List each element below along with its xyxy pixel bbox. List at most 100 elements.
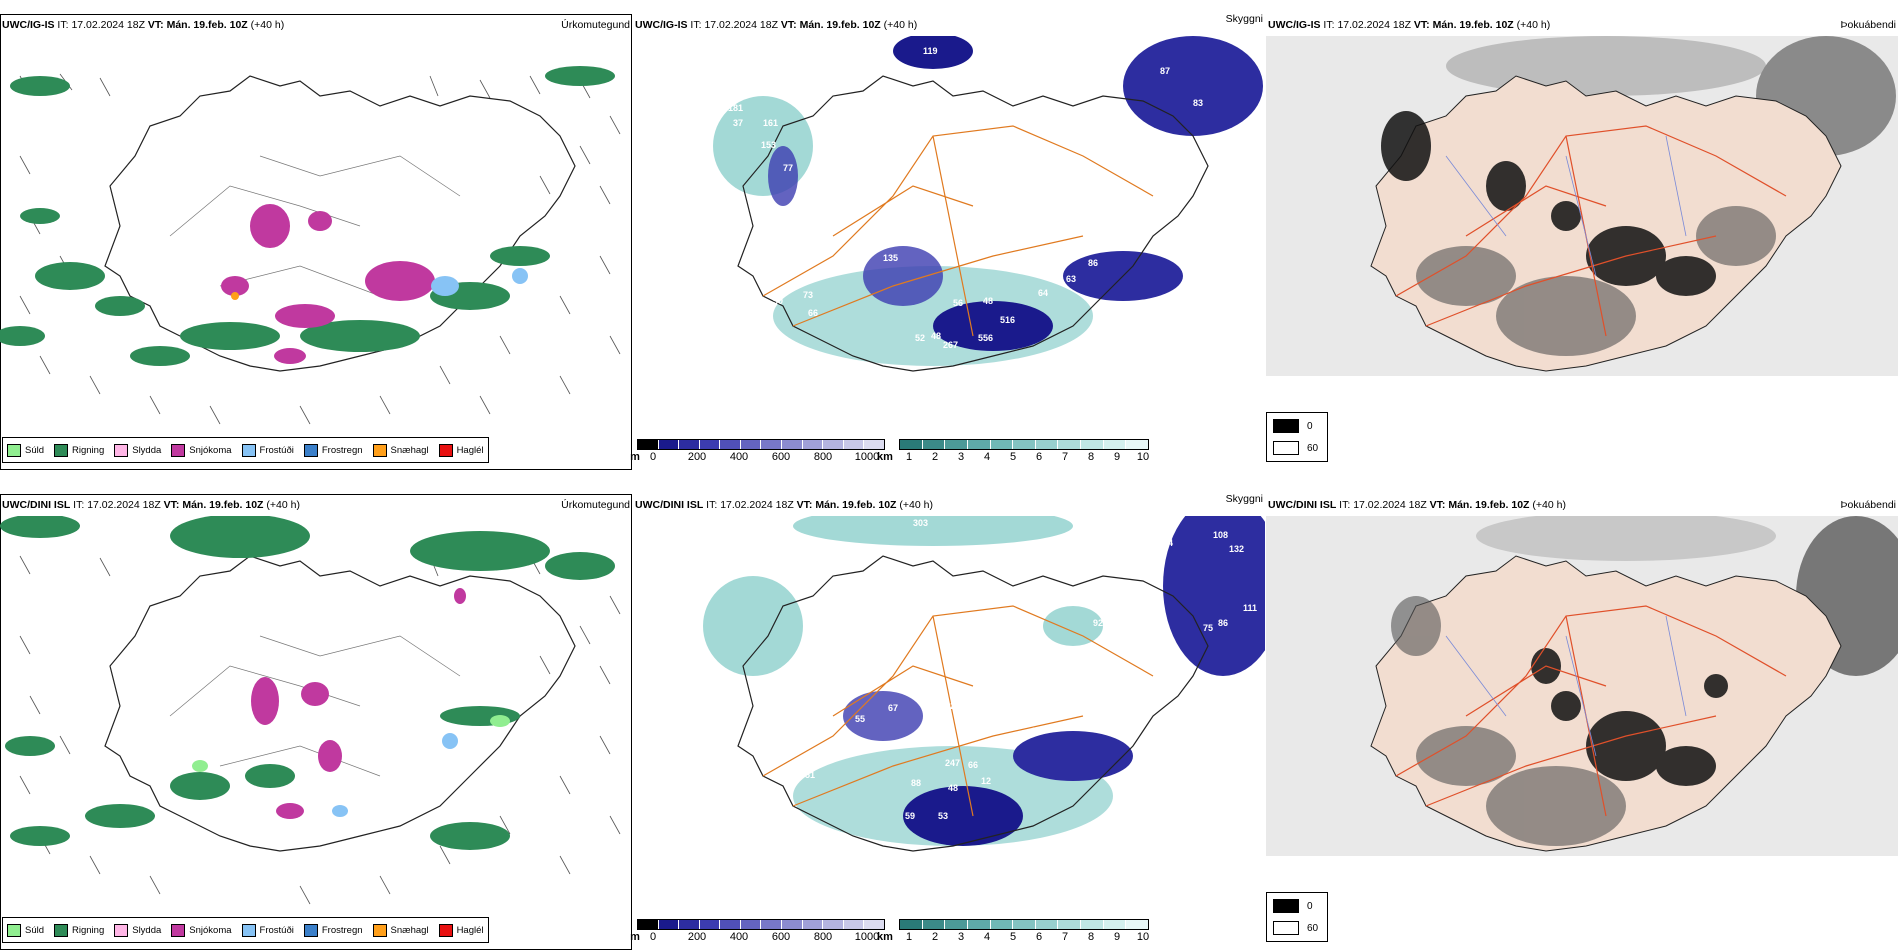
fog-legend-item: 0 [1273,899,1313,913]
legend-item-rain: Rigning [54,443,104,457]
tick: 800 [813,931,833,943]
svg-text:50: 50 [773,296,783,306]
precip-legend: Súld Rigning Slydda Snjókoma Frostúði Fr… [2,437,489,463]
legend-item-hail: Haglél [438,443,484,457]
svg-text:51: 51 [805,770,815,780]
svg-text:56: 56 [953,298,963,308]
vt-label: VT: [1429,499,1446,511]
svg-text:55: 55 [855,714,865,724]
svg-text:179: 179 [1036,254,1051,264]
model-name: UWC/IG-IS [1268,19,1321,31]
svg-text:94: 94 [1163,522,1173,532]
tick: 10 [1136,451,1150,463]
panel-title: Skyggni [1225,493,1263,505]
lead-time: (+40 h) [250,19,285,31]
vt-label: VT: [780,19,797,31]
init-time: 17.02.2024 18Z [720,499,794,511]
svg-text:86: 86 [1218,618,1228,628]
legend-item-freezing-rain: Frostregn [303,923,363,937]
roads [169,635,461,777]
it-label: IT: [706,499,718,511]
legend-item-freezing-drizzle: Frostúði [241,923,294,937]
panel-title: Þokuábendi [1840,19,1896,31]
svg-text:161: 161 [763,118,778,128]
svg-text:181: 181 [1015,238,1030,248]
legend-item-rain: Rigning [54,923,104,937]
precip-map [0,516,632,926]
precip-map [0,36,632,446]
legend-item-sleet: Slydda [114,923,161,937]
panel-title: Þokuábendi [1840,499,1896,511]
freezing-drizzle-areas [332,733,458,817]
iceland-coastline [104,555,576,852]
iceland-fog-map-svg [1266,36,1898,376]
tick: 400 [729,931,749,943]
tick: 600 [771,931,791,943]
tick: 600 [771,451,791,463]
tick: 800 [813,451,833,463]
legend-item-snow: Snjókoma [171,443,232,457]
svg-text:303: 303 [913,518,928,528]
panel-title: Úrkomutegund [561,499,630,511]
tick: 2 [931,451,939,463]
legend-item-snow-pellets: Snæhagl [372,923,429,937]
visibility-meter-colorbar: m 0 200 400 600 800 1000 [630,919,885,949]
svg-text:86: 86 [1088,258,1098,268]
colorbar-unit: m [630,451,640,463]
iceland-visibility-map-svg: 119 87 83 37 181 161 153 77 136 475 116 66 92 135… [673,36,1263,372]
svg-text:59: 59 [905,811,915,821]
svg-text:267: 267 [943,340,958,350]
road-network [1395,605,1787,817]
fog-map [1266,516,1898,926]
panel-title: Skyggni [1225,13,1263,25]
svg-text:475: 475 [885,213,900,223]
model-name: UWC/DINI ISL [1268,499,1337,511]
colorbar-swatches [637,439,885,450]
freezing-drizzle-areas [431,268,528,296]
svg-text:48: 48 [948,783,958,793]
svg-text:77: 77 [783,163,793,173]
lead-time: (+40 h) [883,19,918,31]
tick: 0 [649,931,657,943]
precip-type-panel-igis: UWC/IG-IS IT: 17.02.2024 18Z VT: Mán. 19… [0,14,632,470]
svg-text:12: 12 [981,776,991,786]
svg-text:124: 124 [945,701,960,711]
fog-moderate-areas [1416,206,1776,356]
colorbar-unit: km [877,451,893,463]
tick: 200 [687,931,707,943]
svg-text:67: 67 [888,703,898,713]
svg-text:556: 556 [978,333,993,343]
tick: 7 [1061,451,1069,463]
panel-header: UWC/IG-IS IT: 17.02.2024 18Z VT: Mán. 19… [633,13,1265,36]
legend-item-sleet: Slydda [114,443,161,457]
svg-text:72: 72 [853,243,863,253]
svg-text:66: 66 [968,760,978,770]
svg-text:119: 119 [923,46,938,56]
legend-item-drizzle: Súld [7,443,44,457]
init-time: 17.02.2024 18Z [71,19,145,31]
road-network [1395,125,1787,337]
iceland-fog-map-svg [1266,516,1898,856]
svg-text:247: 247 [945,758,960,768]
init-time: 17.02.2024 18Z [87,499,161,511]
iceland-coastline [737,555,1209,852]
model-name: UWC/DINI ISL [2,499,71,511]
panel-header: UWC/DINI ISL IT: 17.02.2024 18Z VT: Mán.… [633,493,1265,516]
colorbar-unit: m [630,931,640,943]
valid-time: Mán. 19.feb. 10Z [166,19,248,31]
svg-text:92: 92 [1093,618,1103,628]
svg-text:153: 153 [915,733,930,743]
tick: 1 [905,931,913,943]
svg-text:111: 111 [1243,603,1257,613]
svg-text:82: 82 [1013,708,1023,718]
svg-text:53: 53 [938,811,948,821]
svg-text:24: 24 [1113,626,1123,636]
tick: 10 [1136,931,1150,943]
fog-legend-item: 0 [1273,419,1313,433]
precip-legend: Súld Rigning Slydda Snjókoma Frostúði Fr… [2,917,489,943]
tick: 3 [957,931,965,943]
lead-time: (+40 h) [899,499,933,511]
tick: 6 [1035,451,1043,463]
visibility-km-colorbar: km 1 2 3 4 5 6 7 8 9 10 [877,439,1150,469]
